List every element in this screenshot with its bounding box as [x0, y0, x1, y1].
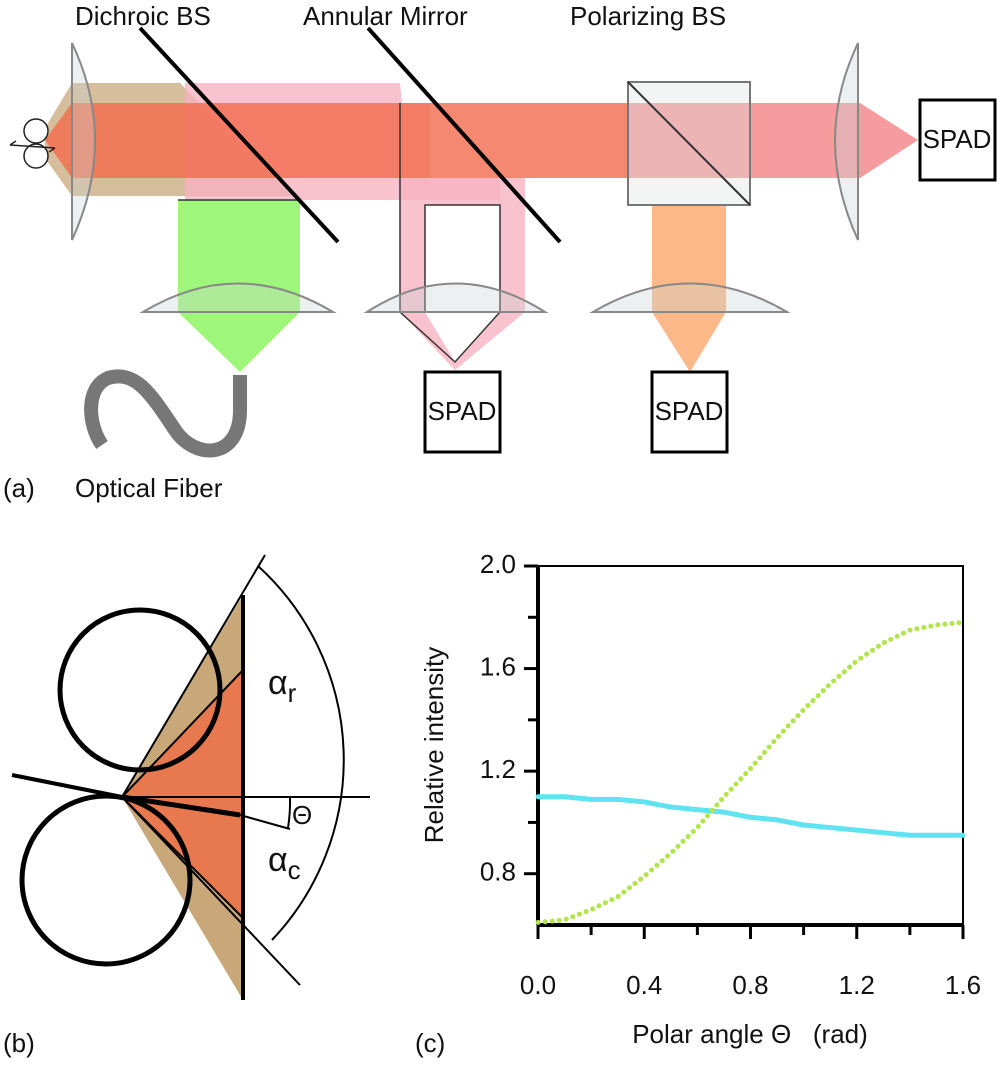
x-tick-label: 0.0: [520, 970, 556, 1000]
series-line: [535, 619, 966, 925]
symbol: α: [268, 664, 288, 702]
component-label: Dichroic BS: [75, 1, 211, 31]
panel-label: (b): [3, 1028, 35, 1058]
spad-box: [650, 370, 729, 454]
angle-lines: [11, 554, 370, 986]
lenses: [71, 42, 859, 313]
spad-box: [918, 98, 997, 182]
optical-fiber: [84, 369, 247, 458]
panel-b: αr Θ αc (b): [3, 554, 370, 1058]
dichroic-mirror: [138, 26, 340, 244]
dipole-arrow: [9, 140, 56, 153]
subscript: c: [288, 855, 301, 885]
subscript: r: [288, 678, 297, 708]
fiber-label: Optical Fiber: [75, 473, 223, 503]
y-tick-label: 0.8: [480, 857, 516, 887]
x-tick-label: 0.8: [732, 970, 768, 1000]
polarizing-diagonal: [627, 81, 751, 206]
x-tick-label: 1.6: [945, 970, 981, 1000]
red-beam: [45, 103, 628, 178]
detector-label: SPAD: [655, 396, 724, 426]
y-tick-label: 2.0: [480, 549, 516, 579]
source: [23, 143, 49, 169]
inner-cone: [122, 670, 243, 918]
lobe: [19, 793, 193, 967]
green-beam: [178, 200, 300, 372]
angle-label: Θ: [292, 800, 312, 830]
series-line: [535, 794, 966, 838]
x-tick-label: 0.4: [626, 970, 662, 1000]
detector-label: SPAD: [923, 124, 992, 154]
panel-label: (c): [415, 1028, 445, 1058]
panel-c: (c) Polar angle Θ (rad) Relative intensi…: [415, 549, 981, 1058]
lobe: [57, 607, 223, 773]
panel-label: (a): [3, 473, 35, 503]
y-tick-label: 1.2: [480, 754, 516, 784]
component-label: Polarizing BS: [570, 1, 726, 31]
panel-a: SPAD SPAD SPAD Dichroic BS Annular Mirro…: [3, 1, 997, 503]
x-axis-label: Polar angle Θ (rad): [632, 1019, 868, 1049]
detector-label: SPAD: [428, 396, 497, 426]
plot-frame: [537, 565, 964, 926]
source: [23, 118, 49, 144]
orange-beam: [652, 205, 726, 372]
y-tick-label: 1.6: [480, 651, 516, 681]
symbol: α: [268, 841, 288, 879]
y-axis-label: Relative intensity: [419, 647, 449, 844]
angle-label: αr: [268, 664, 297, 708]
annular-mirror: [366, 26, 562, 244]
x-tick-label: 1.2: [839, 970, 875, 1000]
spad-box: [423, 370, 502, 454]
red-beam-out: [628, 103, 918, 178]
component-label: Annular Mirror: [303, 1, 468, 31]
angle-label: αc: [268, 841, 301, 885]
